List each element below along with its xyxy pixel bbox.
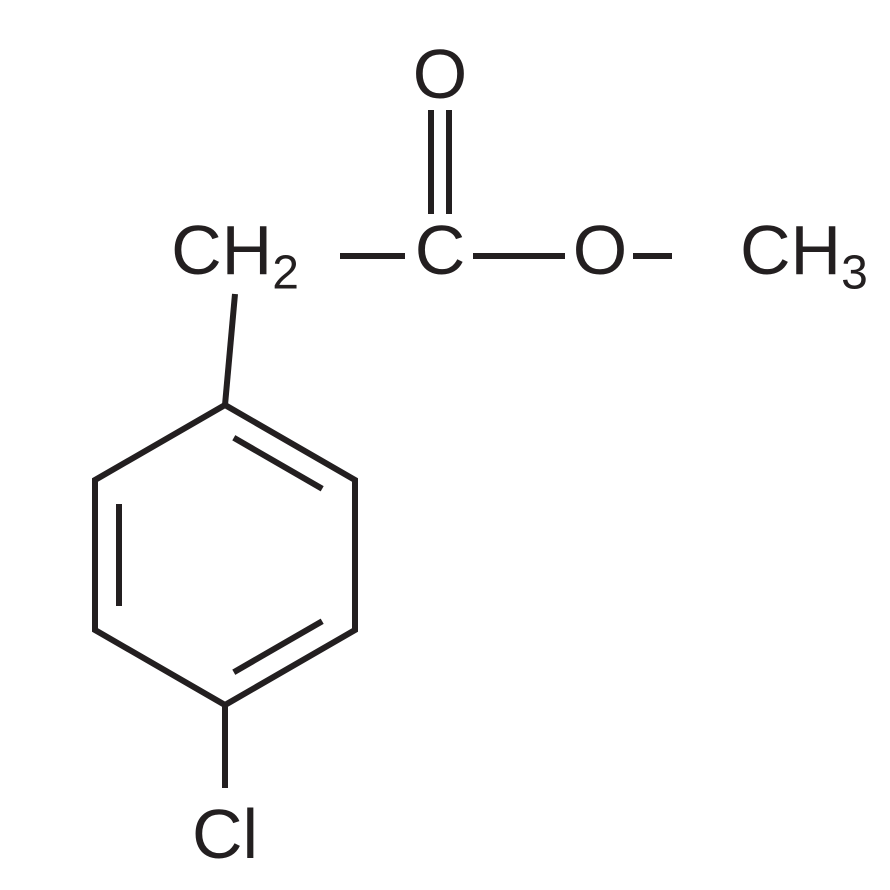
- atom-label-cl: Cl: [192, 795, 258, 873]
- atom-label-c_carbonyl: C: [415, 211, 466, 289]
- atom-label-ch3: CH3: [740, 211, 868, 299]
- chemical-structure-diagram: O CH2 C O CH3 Cl: [0, 0, 890, 890]
- benzene-double-bond: [234, 438, 322, 489]
- atom-label-o_carbonyl: O: [413, 35, 467, 113]
- bond-ch2-ring: [225, 294, 235, 405]
- atom-label-ch2: CH2: [171, 211, 299, 299]
- benzene-double-bond: [234, 621, 322, 672]
- benzene-ring: [95, 405, 355, 705]
- atom-label-o_ester: O: [573, 211, 627, 289]
